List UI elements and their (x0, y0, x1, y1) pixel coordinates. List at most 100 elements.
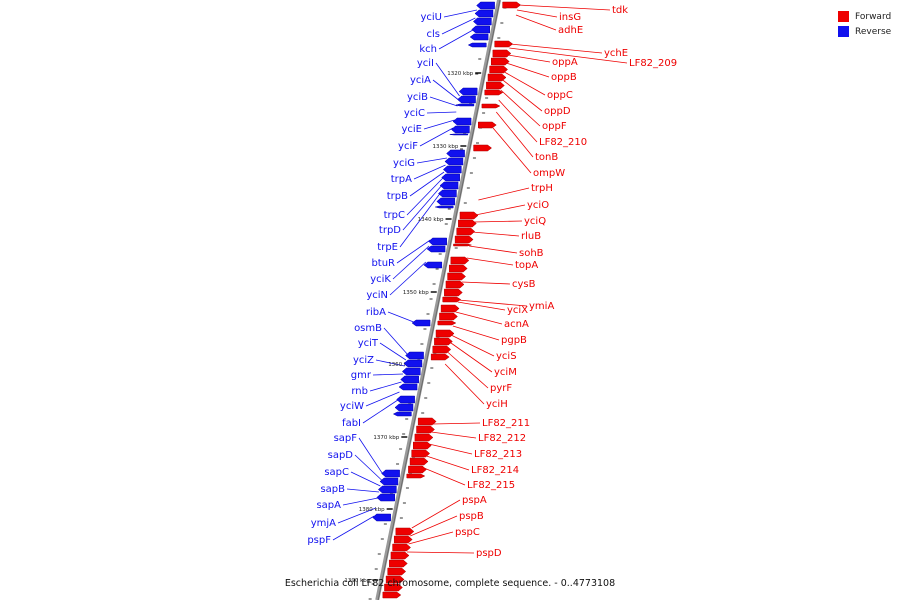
scale-tick-label: 1340 kbp (418, 217, 444, 223)
forward-connector (500, 89, 541, 127)
gene-label-reverse: sapD (328, 450, 354, 461)
reverse-connector (423, 119, 455, 130)
reverse-gene-block (394, 403, 414, 412)
gene-label-reverse: sapB (320, 484, 345, 495)
reverse-connector (389, 261, 427, 296)
gene-label-reverse: kch (419, 44, 437, 55)
scale-tick-label: 1360 kbp (388, 362, 414, 368)
gene-label-reverse: sapA (316, 500, 341, 511)
forward-connector (431, 431, 477, 439)
gene-label-forward: LF82_211 (482, 418, 530, 429)
gene-label-forward: adhE (558, 25, 583, 36)
reverse-gene-block (405, 351, 424, 360)
forward-swatch (838, 11, 849, 22)
reverse-gene-block (472, 17, 492, 26)
forward-gene-block (448, 264, 468, 273)
forward-gene-block (439, 312, 458, 321)
forward-connector (492, 127, 532, 174)
forward-gene-block (490, 57, 510, 66)
gene-label-reverse: yciA (410, 75, 431, 86)
forward-gene-block (453, 243, 472, 247)
reverse-gene-block (398, 383, 418, 391)
forward-connector (408, 531, 454, 545)
forward-gene-block (389, 559, 408, 568)
gene-label-forward: tdk (612, 5, 628, 16)
forward-gene-block (445, 280, 465, 289)
reverse-gene-block (428, 237, 447, 246)
gene-label-reverse: yciF (398, 141, 418, 152)
reverse-gene-block (457, 95, 476, 104)
gene-label-reverse: yciK (370, 274, 391, 285)
forward-connector (507, 54, 551, 63)
reverse-gene-block (442, 165, 462, 174)
reverse-connector (413, 164, 446, 180)
gene-label-forward: LF82_215 (467, 480, 515, 491)
forward-connector (432, 422, 481, 425)
gene-label-reverse: yciU (420, 12, 442, 23)
forward-connector (452, 325, 500, 341)
forward-gene-block (459, 211, 479, 220)
scale-tick-label: 1350 kbp (403, 290, 429, 296)
forward-connector (475, 204, 526, 216)
reverse-gene-block (381, 469, 400, 478)
legend-reverse: Reverse (838, 24, 891, 39)
forward-connector (455, 311, 503, 325)
gene-label-reverse: yciI (417, 58, 434, 69)
scale-tick-label: 1320 kbp (447, 71, 473, 77)
reverse-connector (432, 79, 459, 101)
gene-label-reverse: gmr (351, 370, 372, 381)
backbone-edge (377, 0, 501, 600)
forward-gene-block (382, 591, 402, 599)
reverse-gene-block (376, 493, 395, 502)
forward-gene-block (442, 296, 462, 303)
forward-gene-block (413, 441, 432, 450)
gene-label-forward: LF82_212 (478, 433, 526, 444)
legend-forward: Forward (838, 9, 891, 24)
reverse-gene-block (411, 319, 431, 327)
reverse-gene-block (474, 9, 494, 18)
forward-connector (426, 455, 470, 471)
gene-label-reverse: yciE (401, 124, 422, 135)
forward-connector (449, 341, 493, 373)
forward-gene-block (444, 288, 463, 297)
reverse-connector (372, 373, 404, 376)
reverse-connector (399, 193, 440, 248)
forward-connector (504, 71, 546, 96)
gene-label-reverse: yciG (393, 158, 415, 169)
forward-gene-block (406, 473, 426, 479)
reverse-connector (402, 185, 442, 231)
forward-connector (498, 99, 538, 143)
gene-label-reverse: trpC (384, 210, 405, 221)
reverse-connector (358, 437, 384, 475)
gene-blocks (372, 1, 522, 599)
forward-connector (516, 9, 558, 18)
gene-label-forward: trpH (531, 183, 553, 194)
forward-gene-block (458, 219, 477, 228)
reverse-gene-block (467, 42, 487, 48)
forward-gene-block (489, 65, 508, 74)
forward-connector (495, 111, 534, 158)
reverse-gene-block (476, 1, 495, 10)
gene-label-reverse: trpE (377, 242, 398, 253)
reverse-gene-block (444, 157, 464, 166)
forward-gene-block (502, 1, 522, 9)
forward-gene-block (492, 49, 512, 58)
forward-connector (461, 281, 511, 285)
legend-forward-label: Forward (855, 11, 892, 22)
reverse-connector (441, 17, 476, 35)
reverse-gene-block (439, 181, 459, 190)
forward-gene-block (440, 304, 460, 313)
forward-connector (410, 515, 458, 537)
forward-gene-block (481, 103, 501, 109)
forward-gene-block (473, 144, 492, 152)
reverse-gene-block (401, 367, 421, 376)
gene-label-forward: ychE (604, 48, 628, 59)
forward-gene-block (437, 320, 457, 326)
forward-gene-block (486, 81, 505, 90)
forward-gene-block (454, 235, 474, 244)
gene-label-forward: yciS (496, 351, 517, 362)
reverse-connector (375, 359, 405, 367)
forward-connector (473, 220, 523, 223)
reverse-gene-block (438, 189, 457, 198)
scale-tick-label: 1330 kbp (432, 144, 458, 150)
